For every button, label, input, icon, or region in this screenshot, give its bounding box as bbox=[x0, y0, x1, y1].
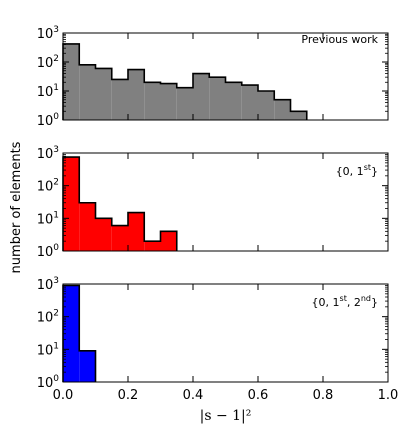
histogram-bar bbox=[79, 64, 96, 120]
y-tick-label: 100 bbox=[37, 374, 60, 391]
histogram-outline bbox=[62, 156, 178, 251]
histogram-bar bbox=[193, 73, 210, 120]
y-tick-label: 102 bbox=[37, 54, 59, 71]
histogram-bar bbox=[160, 231, 177, 251]
panel-annotation: {0, 1st, 2nd} bbox=[312, 294, 378, 309]
histogram-bar bbox=[95, 68, 112, 120]
x-tick-label: 0.6 bbox=[248, 388, 269, 403]
panel-frame bbox=[62, 32, 389, 121]
histogram-bar bbox=[79, 202, 96, 251]
panel-frame bbox=[62, 152, 389, 252]
histogram-bar bbox=[160, 83, 177, 120]
y-tick-label: 100 bbox=[37, 243, 60, 260]
x-tick-label: 0.8 bbox=[313, 388, 334, 403]
histogram-bar bbox=[79, 350, 96, 382]
histogram-bar bbox=[209, 77, 226, 120]
histogram-bar bbox=[63, 43, 80, 121]
x-tick-label: 1.0 bbox=[378, 388, 399, 403]
x-tick-label: 0.0 bbox=[53, 388, 74, 403]
histogram-bar bbox=[290, 111, 307, 120]
y-tick-label: 100 bbox=[37, 112, 60, 129]
histogram-bar bbox=[176, 87, 193, 120]
histogram-bar bbox=[63, 285, 80, 382]
y-tick-label: 103 bbox=[37, 276, 59, 293]
histogram-bar bbox=[111, 79, 128, 120]
histogram-bar bbox=[95, 218, 112, 251]
histogram-outline bbox=[62, 43, 308, 120]
y-tick-label: 103 bbox=[37, 25, 59, 42]
panel-frame bbox=[62, 283, 389, 383]
x-tick-label: 0.4 bbox=[183, 388, 204, 403]
y-tick-label: 101 bbox=[37, 210, 59, 227]
histogram-bar bbox=[144, 82, 161, 120]
histogram-bar bbox=[63, 157, 80, 251]
y-tick-label: 101 bbox=[37, 83, 59, 100]
x-tick-label: 0.2 bbox=[118, 388, 139, 403]
panel-1: 100 101 102 103 Previous work bbox=[37, 25, 389, 129]
y-tick-label: 102 bbox=[37, 178, 59, 195]
y-tick-label: 101 bbox=[37, 341, 59, 358]
y-axis-label: number of elements bbox=[9, 141, 24, 273]
histogram-bar bbox=[111, 225, 128, 251]
panel-annotation: {0, 1st} bbox=[336, 163, 378, 178]
histogram-bar bbox=[225, 82, 242, 120]
histogram-bar bbox=[128, 69, 145, 120]
panel-3: 100 101 102 103 {0, 1st, 2nd} bbox=[37, 276, 389, 391]
histogram-bar bbox=[241, 85, 258, 120]
histogram-bar bbox=[128, 212, 145, 251]
x-axis-label: |s − 1|² bbox=[200, 408, 252, 424]
histogram-bar bbox=[274, 99, 291, 120]
y-tick-label: 103 bbox=[37, 145, 59, 162]
y-tick-label: 102 bbox=[37, 309, 59, 326]
histogram-bar bbox=[258, 91, 275, 120]
panel-annotation: Previous work bbox=[301, 33, 378, 46]
panel-2: 100 101 102 103 {0, 1st} bbox=[37, 145, 389, 260]
histogram-bar bbox=[144, 241, 161, 251]
